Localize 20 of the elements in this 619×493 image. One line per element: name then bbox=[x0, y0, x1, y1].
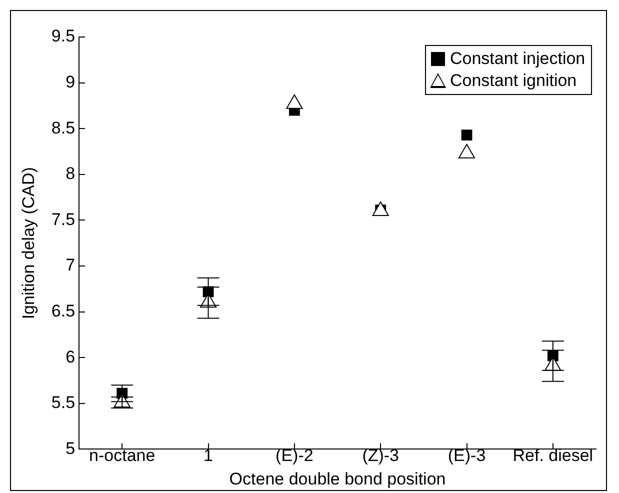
y-tick-label: 5 bbox=[66, 438, 76, 458]
y-tick-label: 9.5 bbox=[51, 26, 76, 46]
y-tick-label: 9 bbox=[66, 72, 76, 92]
y-axis-title: Ignition delay (CAD) bbox=[18, 167, 38, 320]
x-tick-label: Ref. diesel bbox=[512, 446, 594, 466]
y-tick-label: 5.5 bbox=[51, 393, 76, 412]
text: Constant ignition bbox=[450, 70, 577, 92]
x-tick-label: 1 bbox=[204, 446, 214, 466]
y-tick-label: 8.5 bbox=[51, 118, 76, 138]
x-tick-label: (Z)-3 bbox=[362, 446, 400, 466]
y-tick-label: 6 bbox=[66, 347, 76, 366]
x-tick-label: (E)-3 bbox=[448, 446, 486, 466]
x-tick-label: (E)-2 bbox=[276, 446, 314, 466]
y-tick-label: 7 bbox=[66, 256, 76, 275]
x-tick-label: n-octane bbox=[89, 446, 156, 466]
x-axis-title: Octene double bond position bbox=[229, 469, 446, 488]
legend-label: Constant injection bbox=[450, 48, 586, 70]
y-tick-label: 7.5 bbox=[51, 210, 76, 229]
y-tick-label: 6.5 bbox=[51, 301, 76, 320]
y-tick-label: 8 bbox=[66, 164, 76, 184]
